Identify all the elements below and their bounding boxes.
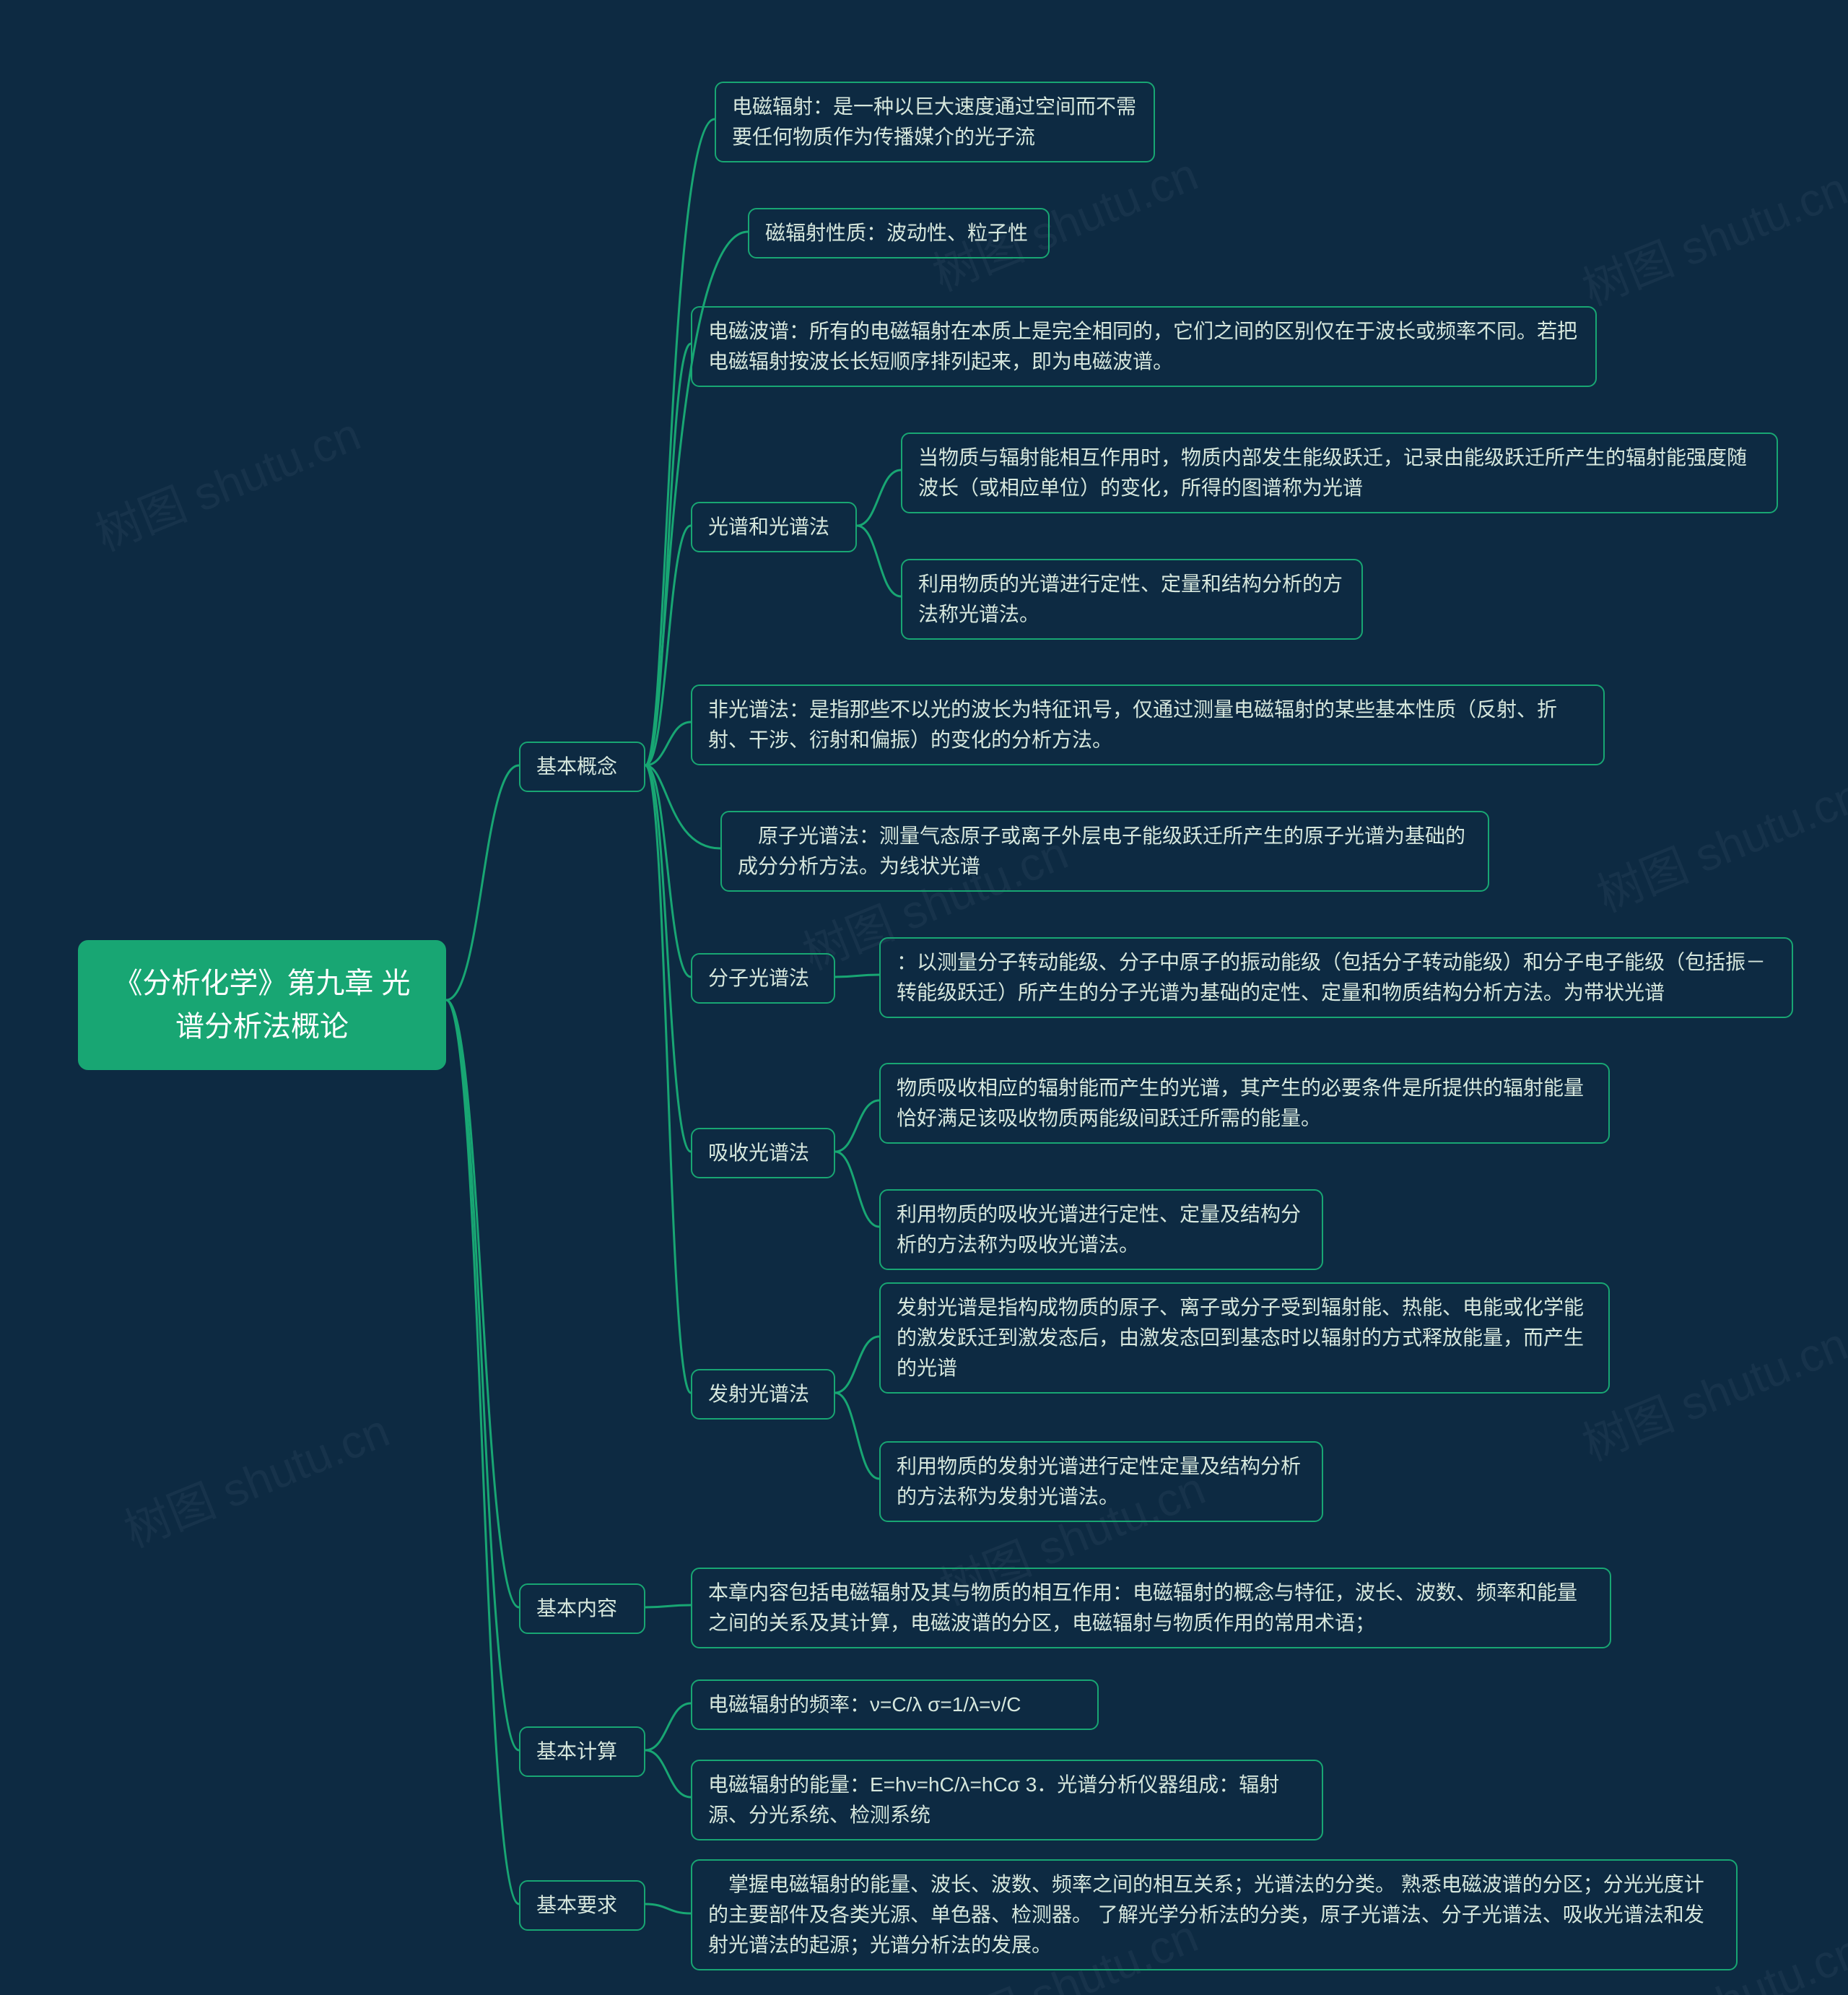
branch-basic-concept[interactable]: 基本概念: [519, 742, 645, 792]
branch-emission-method[interactable]: 发射光谱法: [691, 1369, 835, 1420]
branch-absorb-method[interactable]: 吸收光谱法: [691, 1128, 835, 1178]
leaf-calc-b[interactable]: 电磁辐射的能量：E=hν=hC/λ=hCσ 3．光谱分析仪器组成：辐射源、分光系…: [691, 1760, 1323, 1840]
leaf-calc-a[interactable]: 电磁辐射的频率：ν=C/λ σ=1/λ=ν/C: [691, 1679, 1099, 1730]
mindmap-canvas: 树图 shutu.cn 树图 shutu.cn 树图 shutu.cn 树图 s…: [0, 0, 1848, 1995]
branch-basic-calc[interactable]: 基本计算: [519, 1726, 645, 1777]
leaf-absorb-a[interactable]: 物质吸收相应的辐射能而产生的光谱，其产生的必要条件是所提供的辐射能量恰好满足该吸…: [879, 1063, 1610, 1144]
leaf-em-spectrum[interactable]: 电磁波谱：所有的电磁辐射在本质上是完全相同的，它们之间的区别仅在于波长或频率不同…: [691, 306, 1597, 387]
branch-spec-method[interactable]: 光谱和光谱法: [691, 502, 857, 552]
branch-basic-req[interactable]: 基本要求: [519, 1880, 645, 1931]
leaf-content-a[interactable]: 本章内容包括电磁辐射及其与物质的相互作用：电磁辐射的概念与特征，波长、波数、频率…: [691, 1568, 1611, 1648]
watermark: 树图 shutu.cn: [1572, 1308, 1848, 1474]
leaf-spec-a[interactable]: 当物质与辐射能相互作用时，物质内部发生能级跃迁，记录由能级跃迁所产生的辐射能强度…: [901, 433, 1778, 513]
leaf-atomic[interactable]: 原子光谱法：测量气态原子或离子外层电子能级跃迁所产生的原子光谱为基础的成分分析方…: [720, 811, 1489, 892]
branch-mol-method[interactable]: 分子光谱法: [691, 953, 835, 1004]
watermark: 树图 shutu.cn: [1586, 759, 1848, 926]
leaf-em-radiation[interactable]: 电磁辐射：是一种以巨大速度通过空间而不需要任何物质作为传播媒介的光子流: [715, 82, 1155, 162]
leaf-req-a[interactable]: 掌握电磁辐射的能量、波长、波数、频率之间的相互关系；光谱法的分类。 熟悉电磁波谱…: [691, 1859, 1738, 1970]
leaf-emission-a[interactable]: 发射光谱是指构成物质的原子、离子或分子受到辐射能、热能、电能或化学能的激发跃迁到…: [879, 1282, 1610, 1394]
watermark: 树图 shutu.cn: [1572, 152, 1848, 319]
leaf-mol-a[interactable]: ：以测量分子转动能级、分子中原子的振动能级（包括分子转动能级）和分子电子能级（包…: [879, 937, 1793, 1018]
leaf-absorb-b[interactable]: 利用物质的吸收光谱进行定性、定量及结构分析的方法称为吸收光谱法。: [879, 1189, 1323, 1270]
watermark: 树图 shutu.cn: [113, 1394, 398, 1561]
leaf-nonspectral[interactable]: 非光谱法：是指那些不以光的波长为特征讯号，仅通过测量电磁辐射的某些基本性质（反射…: [691, 684, 1605, 765]
leaf-emission-b[interactable]: 利用物质的发射光谱进行定性定量及结构分析的方法称为发射光谱法。: [879, 1441, 1323, 1522]
watermark: 树图 shutu.cn: [84, 398, 369, 565]
leaf-spec-b[interactable]: 利用物质的光谱进行定性、定量和结构分析的方法称光谱法。: [901, 559, 1363, 640]
branch-basic-content[interactable]: 基本内容: [519, 1583, 645, 1634]
root-node[interactable]: 《分析化学》第九章 光谱分析法概论: [78, 940, 446, 1070]
leaf-mag-nature[interactable]: 磁辐射性质：波动性、粒子性: [748, 208, 1050, 258]
